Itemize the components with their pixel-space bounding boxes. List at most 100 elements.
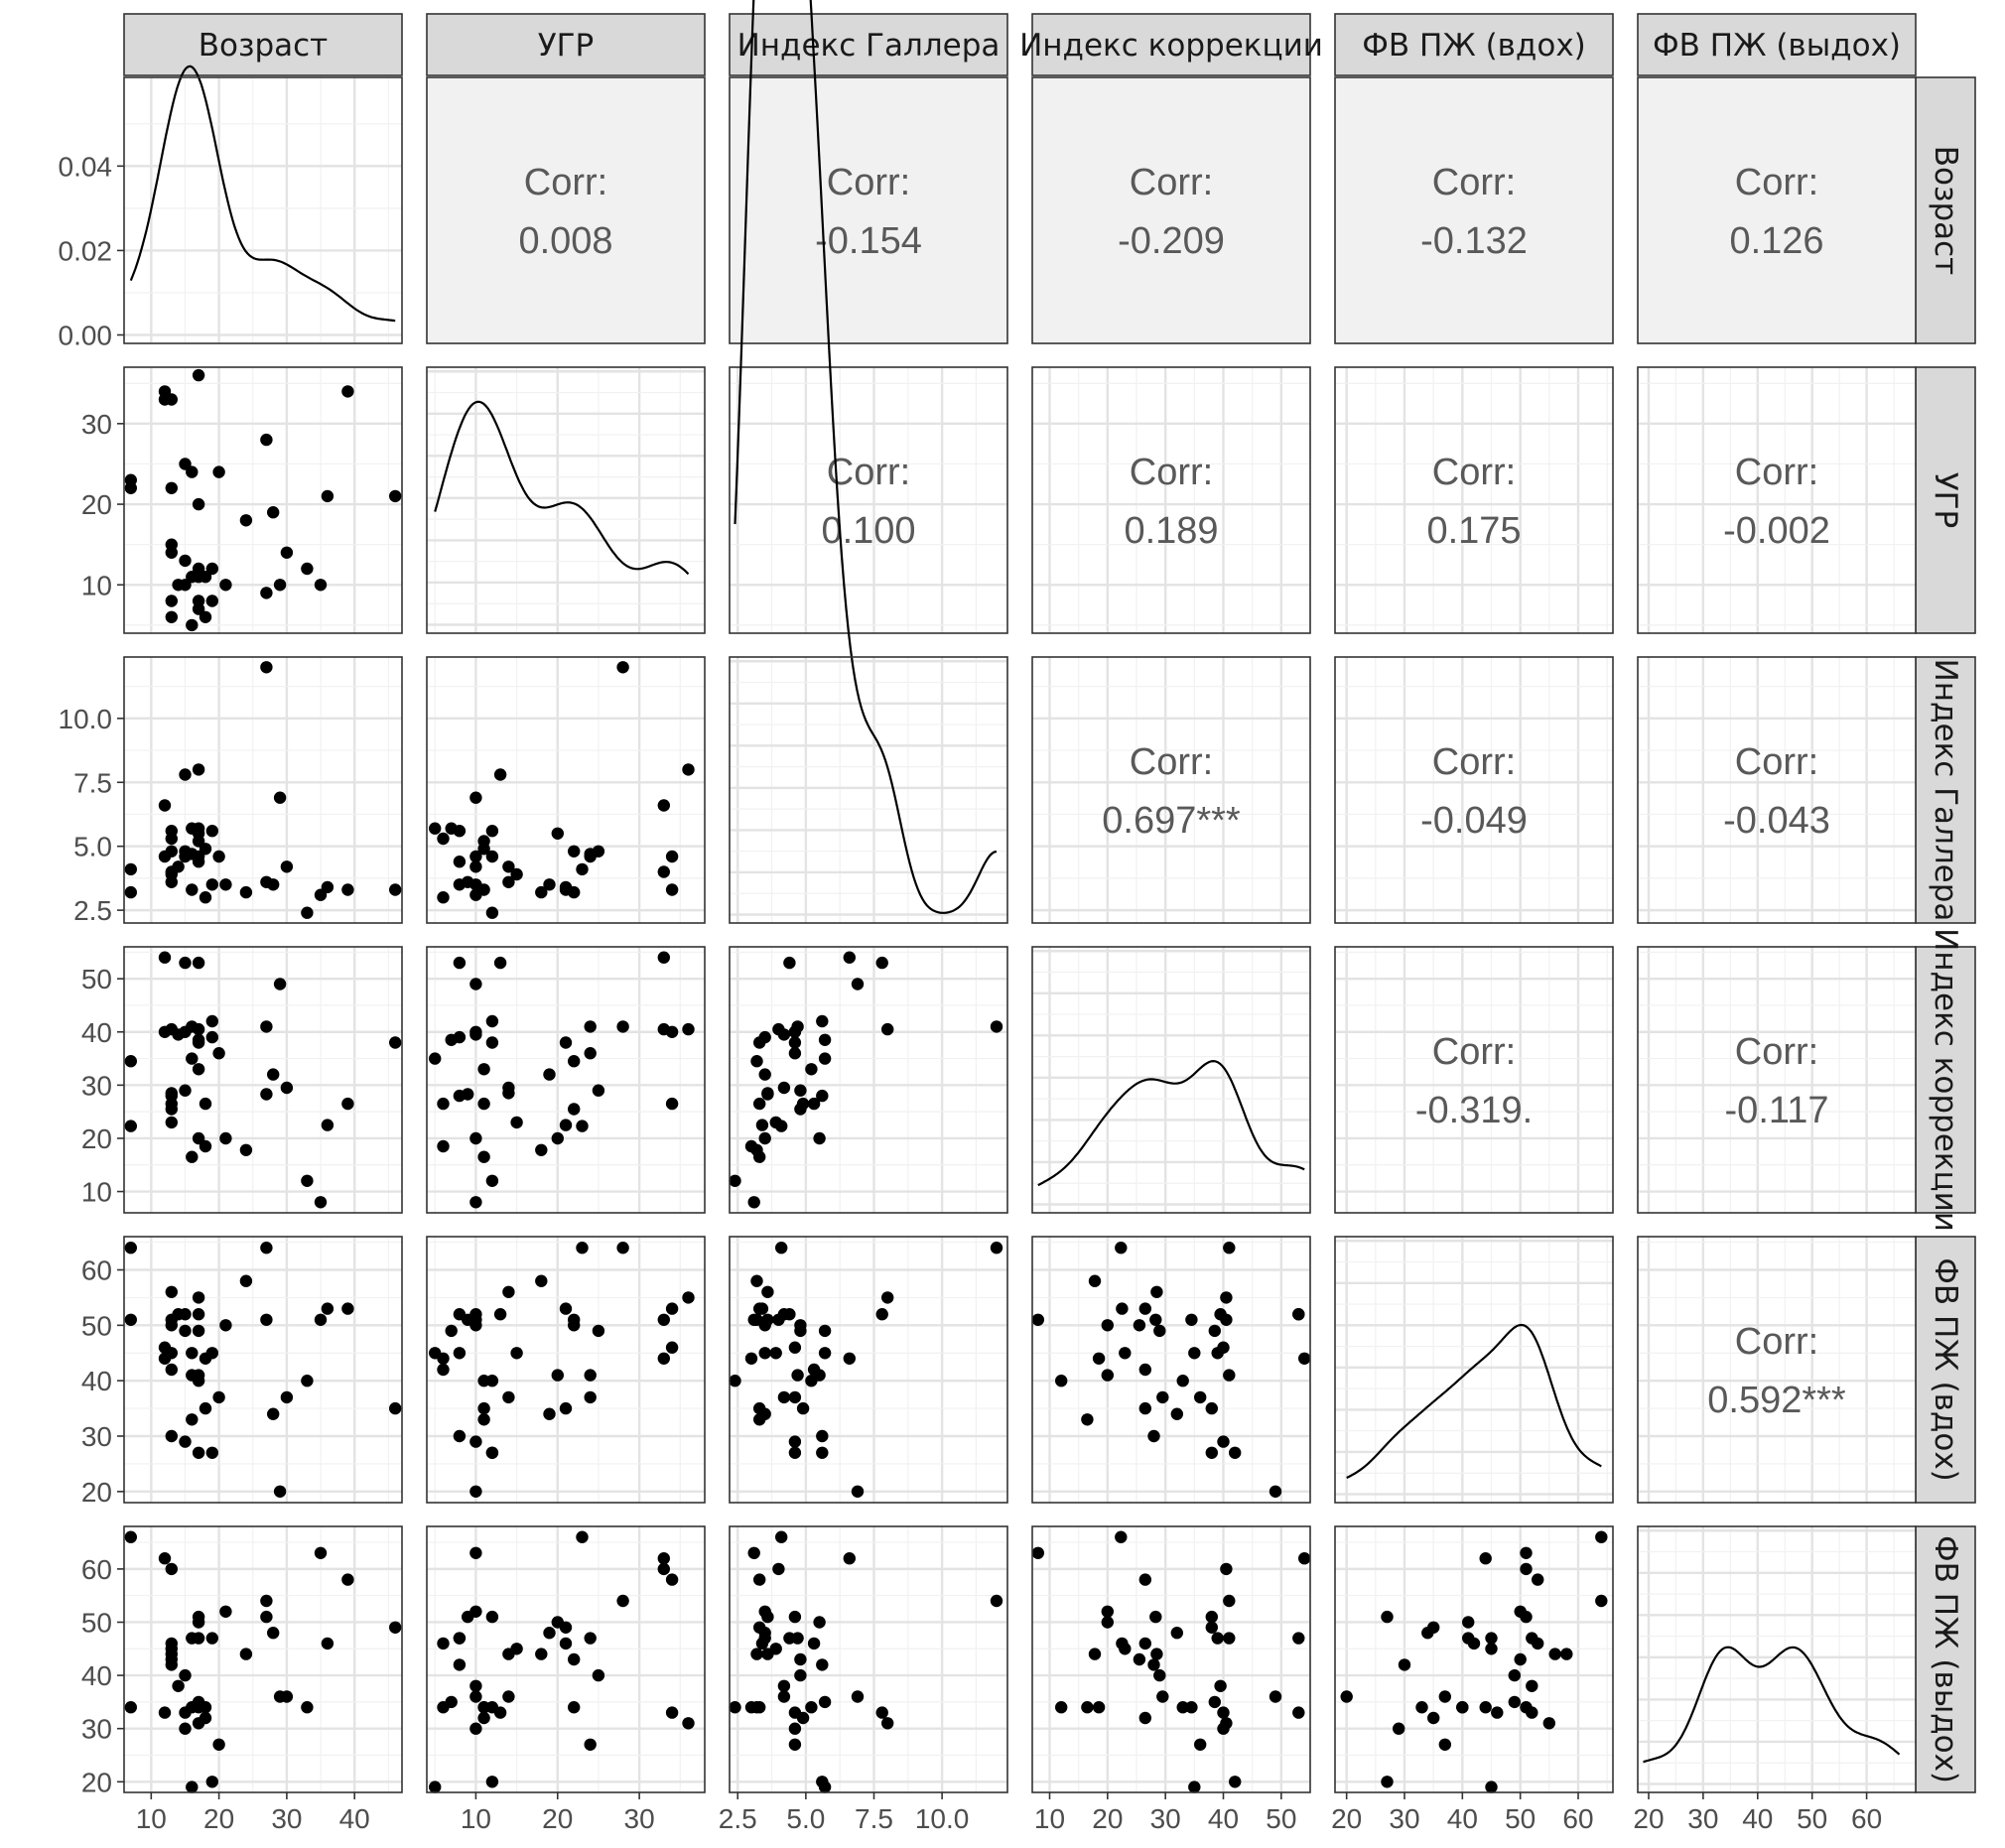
point-r2-c0-24 bbox=[199, 891, 212, 904]
point-r3-c1-32 bbox=[543, 1068, 556, 1081]
x-tick-label-5-3: 50 bbox=[1797, 1803, 1827, 1834]
corr-label-r0-c1: Corr: bbox=[524, 162, 607, 203]
point-r2-c0-19 bbox=[192, 763, 205, 776]
corr-label-r3-c5: Corr: bbox=[1735, 1031, 1818, 1073]
point-r5-c2-36 bbox=[747, 1546, 760, 1560]
point-r4-c3-6 bbox=[1150, 1285, 1163, 1299]
point-r4-c1-37 bbox=[559, 1302, 573, 1315]
corr-value-r1-c5: -0.002 bbox=[1723, 510, 1830, 552]
y-tick-label-4-3: 50 bbox=[81, 1310, 112, 1341]
panel-r3-c0 bbox=[123, 946, 403, 1214]
point-r5-c3-32 bbox=[1170, 1627, 1184, 1640]
x-tick-label-2-1: 5.0 bbox=[786, 1803, 825, 1834]
point-r2-c1-16 bbox=[429, 822, 442, 835]
point-r1-c0-16 bbox=[186, 618, 199, 632]
point-r3-c0-11 bbox=[179, 1084, 192, 1097]
corr-value-r0-c1: 0.008 bbox=[518, 220, 612, 262]
point-r4-c3-38 bbox=[1138, 1302, 1152, 1315]
point-r5-c4-10 bbox=[1526, 1679, 1538, 1693]
point-r5-c2-29 bbox=[750, 1648, 763, 1660]
panel-r3-c2 bbox=[729, 946, 1008, 1214]
point-r5-c1-32 bbox=[543, 1627, 556, 1640]
point-r5-c0-1 bbox=[124, 1530, 137, 1543]
point-r5-c0-25 bbox=[205, 1776, 218, 1788]
point-r4-c0-9 bbox=[165, 1429, 178, 1443]
corr-label-r1-c4: Corr: bbox=[1432, 452, 1516, 493]
point-r4-c0-21 bbox=[192, 1375, 205, 1387]
point-r4-c0-29 bbox=[239, 1274, 253, 1287]
point-r3-c1-0 bbox=[568, 1055, 581, 1068]
point-r4-c1-32 bbox=[543, 1407, 556, 1420]
point-r3-c1-31 bbox=[462, 1088, 474, 1101]
point-r5-c4-29 bbox=[1560, 1648, 1573, 1660]
point-r3-c0-33 bbox=[273, 978, 287, 990]
point-r3-c0-30 bbox=[260, 1020, 273, 1033]
point-r4-c1-20 bbox=[551, 1369, 564, 1382]
point-r2-c1-38 bbox=[665, 883, 679, 896]
point-r3-c1-4 bbox=[657, 1022, 670, 1036]
point-r5-c4-24 bbox=[1479, 1701, 1492, 1714]
point-r4-c3-13 bbox=[1217, 1435, 1230, 1448]
point-r3-c1-25 bbox=[485, 1014, 499, 1028]
x-tick-label-5-2: 40 bbox=[1742, 1803, 1773, 1834]
point-r5-c3-23 bbox=[1138, 1711, 1152, 1725]
point-r3-c1-1 bbox=[576, 1120, 589, 1132]
point-r5-c2-11 bbox=[794, 1668, 807, 1682]
x-tick-label-0-2: 30 bbox=[271, 1803, 302, 1834]
y-tick-label-4-2: 40 bbox=[81, 1366, 112, 1396]
point-r4-c1-4 bbox=[657, 1313, 670, 1327]
point-r4-c2-22 bbox=[818, 1324, 832, 1338]
point-r5-c1-25 bbox=[485, 1776, 499, 1788]
point-r3-c2-9 bbox=[816, 1089, 829, 1103]
point-r2-c1-5 bbox=[568, 845, 581, 858]
point-r3-c0-3 bbox=[158, 951, 172, 964]
corr-label-r2-c5: Corr: bbox=[1735, 741, 1818, 783]
panel-r0-c5: Corr: 0.126 bbox=[1637, 76, 1917, 384]
point-r4-c0-11 bbox=[179, 1324, 192, 1338]
point-r2-c1-39 bbox=[559, 883, 573, 896]
point-r2-c1-27 bbox=[584, 850, 597, 863]
point-r3-c0-37 bbox=[321, 1119, 334, 1131]
point-r5-c3-0 bbox=[1185, 1701, 1198, 1714]
point-r5-c3-6 bbox=[1150, 1648, 1163, 1660]
x-tick-label-0-1: 20 bbox=[203, 1803, 234, 1834]
point-r4-c3-17 bbox=[1292, 1308, 1305, 1321]
point-r4-c0-0 bbox=[124, 1313, 137, 1327]
point-r3-c0-16 bbox=[186, 1052, 199, 1065]
point-r5-c1-9 bbox=[453, 1658, 467, 1671]
point-r4-c0-31 bbox=[260, 1313, 273, 1327]
point-r5-c2-23 bbox=[796, 1711, 810, 1725]
point-r1-c0-24 bbox=[199, 610, 212, 623]
point-r4-c0-39 bbox=[389, 1401, 402, 1415]
point-r4-c1-39 bbox=[559, 1401, 573, 1415]
column-strip-3 bbox=[1031, 13, 1311, 76]
point-r5-c2-30 bbox=[990, 1594, 1003, 1608]
point-r5-c1-36 bbox=[469, 1546, 482, 1560]
point-r2-c1-34 bbox=[502, 860, 515, 873]
point-r3-c2-31 bbox=[761, 1088, 774, 1101]
point-r2-c0-30 bbox=[260, 661, 273, 674]
point-r4-c2-24 bbox=[744, 1352, 758, 1366]
point-r3-c1-28 bbox=[469, 1131, 482, 1145]
point-r5-c3-17 bbox=[1292, 1632, 1305, 1645]
panel-r0-c3: Corr: -0.209 bbox=[1031, 76, 1311, 384]
row-strip-0 bbox=[1915, 76, 1976, 344]
point-r5-c2-25 bbox=[816, 1776, 829, 1788]
point-r5-c3-28 bbox=[1101, 1605, 1115, 1619]
point-r4-c1-9 bbox=[453, 1429, 467, 1443]
panel-r4-c0 bbox=[123, 1236, 403, 1504]
point-r5-c0-10 bbox=[172, 1679, 185, 1693]
point-r5-c0-35 bbox=[301, 1701, 314, 1714]
point-r5-c3-33 bbox=[1269, 1690, 1282, 1703]
point-r5-c1-35 bbox=[485, 1701, 499, 1714]
point-r5-c3-5 bbox=[1133, 1652, 1146, 1666]
point-r3-c0-0 bbox=[124, 1055, 137, 1068]
row-label-2: Индекс Галлера bbox=[1928, 659, 1963, 922]
point-r4-c2-17 bbox=[783, 1308, 796, 1321]
point-r5-c3-22 bbox=[1208, 1695, 1222, 1709]
y-tick-label-0-0: 0.00 bbox=[59, 320, 113, 350]
point-r5-c0-36 bbox=[314, 1546, 328, 1560]
point-r4-c2-35 bbox=[729, 1375, 741, 1387]
point-r5-c4-2 bbox=[1491, 1706, 1504, 1719]
point-r5-c1-39 bbox=[559, 1621, 573, 1635]
